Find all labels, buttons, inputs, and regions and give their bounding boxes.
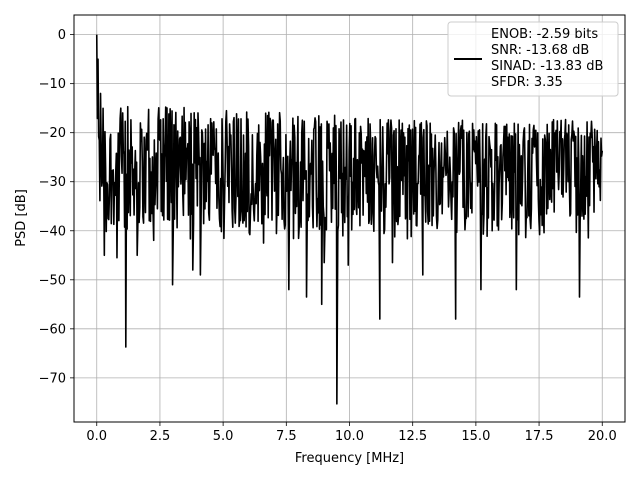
legend-entry-sinad: SINAD: -13.83 dB	[491, 59, 603, 74]
legend-entry-snr: SNR: -13.68 dB	[491, 43, 589, 58]
x-tick-label: 10.0	[335, 429, 364, 444]
x-axis-ticks: 0.0 2.5 5.0 7.5 10.0 12.5 15.0 17.5 20.0	[86, 422, 617, 444]
legend: ENOB: -2.59 bits SNR: -13.68 dB SINAD: -…	[447, 21, 619, 97]
x-tick-label: 2.5	[150, 429, 171, 444]
x-tick-label: 5.0	[213, 429, 234, 444]
y-tick-label: −40	[39, 224, 66, 239]
psd-line	[95, 34, 604, 405]
y-tick-label: −10	[39, 77, 66, 92]
y-axis-ticks: 0 −10 −20 −30 −40 −50 −60 −70	[39, 28, 74, 386]
x-tick-label: 12.5	[398, 429, 427, 444]
x-tick-label: 7.5	[276, 429, 297, 444]
y-tick-label: −60	[39, 322, 66, 337]
x-axis-label: Frequency [MHz]	[295, 451, 404, 466]
legend-box	[447, 21, 619, 97]
y-tick-label: 0	[58, 28, 66, 43]
y-tick-label: −70	[39, 371, 66, 386]
y-tick-label: −50	[39, 273, 66, 288]
y-tick-label: −20	[39, 126, 66, 141]
x-tick-label: 20.0	[588, 429, 617, 444]
x-tick-label: 0.0	[86, 429, 107, 444]
y-axis-label: PSD [dB]	[14, 189, 29, 247]
psd-series	[95, 34, 604, 405]
x-tick-label: 15.0	[461, 429, 490, 444]
legend-entry-enob: ENOB: -2.59 bits	[491, 27, 598, 42]
y-tick-label: −30	[39, 175, 66, 190]
legend-entry-sfdr: SFDR: 3.35	[491, 75, 563, 90]
x-tick-label: 17.5	[525, 429, 554, 444]
